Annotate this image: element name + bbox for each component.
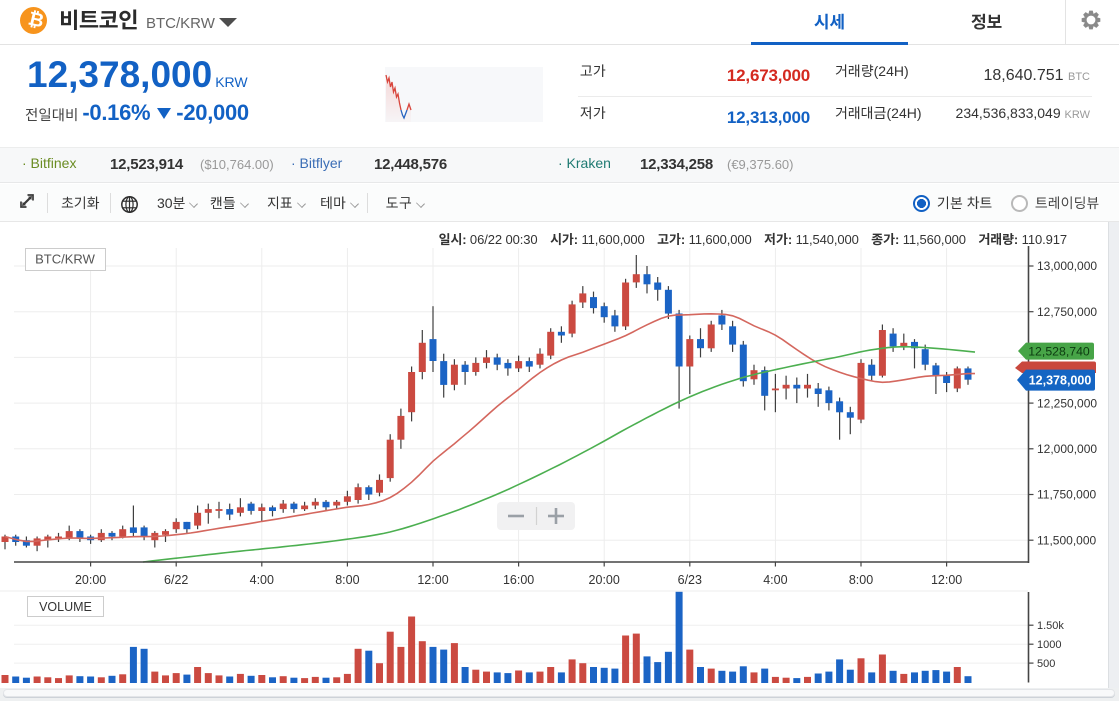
svg-text:11,750,000: 11,750,000	[1037, 488, 1096, 502]
svg-text:4:00: 4:00	[763, 573, 787, 587]
svg-text:12,528,740: 12,528,740	[1028, 344, 1090, 358]
svg-text:12,000,000: 12,000,000	[1037, 442, 1097, 456]
svg-text:12,250,000: 12,250,000	[1037, 396, 1097, 410]
svg-text:VOLUME: VOLUME	[39, 600, 92, 614]
svg-text:8:00: 8:00	[335, 573, 359, 587]
svg-text:12:00: 12:00	[931, 573, 962, 587]
svg-text:13,000,000: 13,000,000	[1037, 259, 1097, 273]
svg-text:20:00: 20:00	[75, 573, 106, 587]
svg-text:4:00: 4:00	[250, 573, 274, 587]
svg-text:6/22: 6/22	[164, 573, 188, 587]
svg-text:500: 500	[1037, 658, 1055, 670]
svg-text:8:00: 8:00	[849, 573, 873, 587]
svg-text:11,500,000: 11,500,000	[1037, 533, 1096, 547]
svg-text:6/23: 6/23	[678, 573, 702, 587]
svg-text:BTC/KRW: BTC/KRW	[35, 252, 95, 267]
svg-text:16:00: 16:00	[503, 573, 534, 587]
svg-text:12:00: 12:00	[417, 573, 448, 587]
svg-text:1000: 1000	[1037, 639, 1061, 651]
svg-text:1.50k: 1.50k	[1037, 620, 1064, 632]
svg-text:12,378,000: 12,378,000	[1029, 374, 1092, 388]
svg-text:12,750,000: 12,750,000	[1037, 305, 1097, 319]
svg-text:20:00: 20:00	[589, 573, 620, 587]
